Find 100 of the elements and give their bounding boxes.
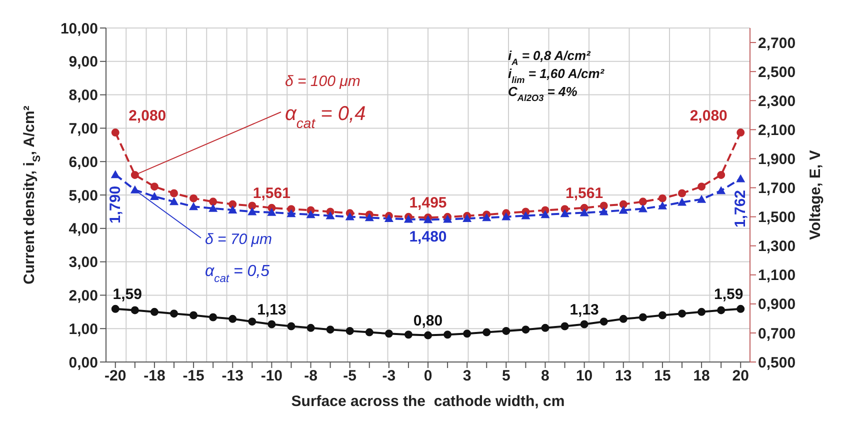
y2-tick-label: 0,700 [758,325,796,342]
point [521,211,530,220]
point [150,308,158,316]
point [658,201,667,210]
point [190,311,198,320]
point [502,326,510,335]
y-tick-label: 9,00 [68,54,98,71]
point [190,194,198,202]
point [364,213,374,222]
annotation: i$_{lim}$ = 1,60 A/cm² [508,66,605,85]
x-tick-label: 13 [615,368,632,385]
annotation: α$_{cat}$ = 0,4 [285,103,366,131]
point [110,170,120,178]
point [560,209,570,218]
point [111,128,120,137]
point [150,192,159,200]
y-tick-label: 6,00 [68,154,98,171]
point [482,328,491,336]
x-tick-label: -20 [104,368,126,385]
point [600,202,608,210]
point [580,320,588,328]
point [658,194,666,202]
point [600,318,608,326]
data-label: 1,762 [732,190,750,228]
x-tick-label: 3 [462,368,472,385]
point [717,306,726,314]
point [169,197,178,206]
point [170,189,178,198]
point [736,128,745,137]
point [618,206,628,214]
x-tick-label: -13 [222,368,244,385]
point [111,304,120,313]
y-tick-label: 0,00 [68,354,98,372]
data-label: 1,495 [409,194,447,212]
point [150,182,158,191]
y-tick-label: 7,00 [68,120,98,138]
data-label: 1,13 [570,301,599,318]
point [268,320,276,328]
point [541,324,550,332]
point [345,212,354,220]
point [658,311,666,320]
point [267,208,276,216]
point [130,306,139,314]
y2-axis-title: Voltage, E, V [807,150,824,240]
y2-tick-label: 2,300 [758,92,796,110]
annotation: α$_{cat}$ = 0,5 [205,263,270,285]
point [678,310,686,318]
point [599,207,608,216]
point [560,322,569,330]
point [522,326,530,334]
point [170,310,178,318]
point [736,174,746,182]
point [736,304,745,313]
x-tick-label: -3 [382,368,396,385]
data-label: 1,561 [566,184,604,202]
point [424,331,432,340]
y2-tick-label: 1,900 [758,151,796,168]
point [697,194,706,203]
data-label: 2,080 [690,108,728,125]
y2-tick-label: 2,700 [758,34,796,52]
point [463,330,472,338]
annotation: i$_{A}$ = 0,8 A/cm² [508,48,592,67]
point [462,214,472,222]
data-label: 1,13 [257,301,286,318]
y2-tick-label: 2,100 [758,122,796,139]
x-tick-label: -8 [304,368,318,385]
x-tick-label: -18 [144,368,166,385]
point [248,207,257,216]
point [502,212,511,220]
x-tick-label: 20 [732,368,749,385]
annotation: δ = 70 μm [205,231,272,248]
y-tick-label: 4,00 [68,220,98,238]
point [678,189,686,198]
y2-tick-label: 1,300 [758,238,796,256]
x-tick-label: 8 [541,368,550,385]
point [228,314,237,323]
point [717,170,726,179]
point [638,198,647,206]
y-tick-label: 8,00 [68,87,98,104]
point [638,204,648,212]
x-tick-label: -5 [343,368,357,385]
point [384,330,393,338]
point [130,185,140,194]
point [365,328,374,336]
point [346,326,354,335]
y-tick-label: 5,00 [68,187,98,204]
point [248,318,256,326]
point [287,322,296,330]
point [580,208,589,216]
y2-tick-label: 1,100 [758,267,796,284]
point [698,308,706,316]
y2-tick-label: 0,500 [758,354,796,372]
point [698,182,706,191]
point [482,213,492,222]
point [306,324,315,332]
point [306,210,316,218]
y-tick-label: 1,00 [68,320,98,338]
point [326,326,334,334]
point [404,330,412,339]
data-label: 2,080 [128,108,166,125]
